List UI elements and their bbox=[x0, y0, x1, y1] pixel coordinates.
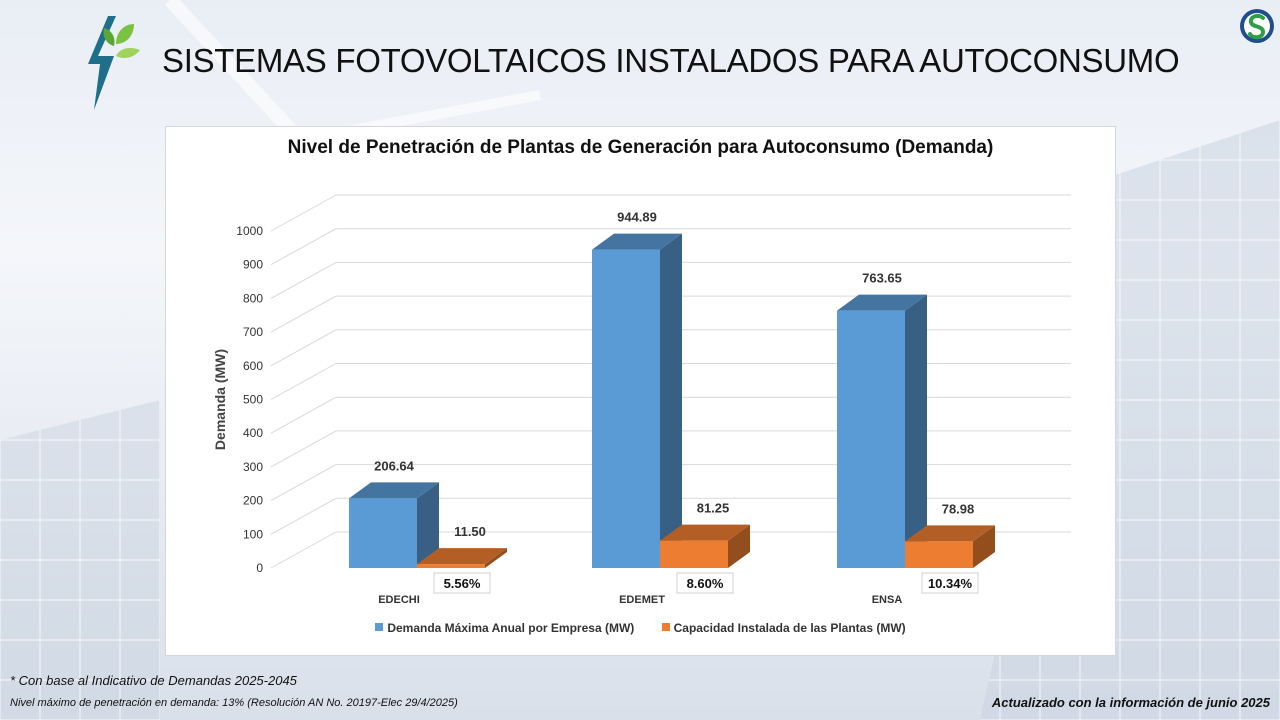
percentage-box bbox=[921, 572, 979, 594]
bar-edechi-capacidad-side bbox=[485, 548, 507, 568]
bar-ensa-demanda-front bbox=[837, 310, 905, 568]
y-tick-label: 400 bbox=[243, 426, 263, 440]
side-grid-line bbox=[270, 430, 337, 468]
side-grid-line bbox=[270, 396, 337, 434]
legend-label-capacidad: Capacidad Instalada de las Plantas (MW) bbox=[673, 621, 906, 635]
percentage-annotation: 5.56% bbox=[444, 576, 481, 591]
data-label: 81.25 bbox=[697, 501, 730, 516]
percentage-box bbox=[676, 572, 734, 594]
data-label: 11.50 bbox=[454, 524, 486, 539]
chart-container: Nivel de Penetración de Plantas de Gener… bbox=[165, 126, 1116, 656]
side-grid-line bbox=[270, 194, 337, 232]
legend-label-demanda: Demanda Máxima Anual por Empresa (MW) bbox=[387, 621, 635, 635]
updated-note: Actualizado con la información de junio … bbox=[991, 695, 1270, 710]
y-tick-label: 100 bbox=[243, 527, 263, 541]
bar-edemet-demanda bbox=[592, 233, 682, 568]
y-tick-label: 800 bbox=[243, 291, 263, 305]
bar-edechi-demanda bbox=[349, 482, 439, 568]
legend-swatch-capacidad bbox=[661, 623, 670, 631]
slide-title: SISTEMAS FOTOVOLTAICOS INSTALADOS PARA A… bbox=[162, 42, 1180, 79]
footnote-penetration: Nivel máximo de penetración en demanda: … bbox=[10, 697, 458, 709]
y-tick-label: 600 bbox=[243, 359, 263, 373]
bar-edemet-demanda-side bbox=[660, 233, 682, 568]
side-grid-line bbox=[270, 497, 337, 535]
y-tick-label: 900 bbox=[243, 258, 263, 272]
percentage-annotation: 10.34% bbox=[928, 576, 973, 591]
x-tick-label: EDECHI bbox=[378, 594, 420, 606]
data-label: 763.65 bbox=[862, 271, 902, 286]
bar-edemet-capacidad-top bbox=[660, 524, 750, 541]
bar-ensa-capacidad-top bbox=[905, 525, 995, 542]
y-tick-label: 500 bbox=[243, 393, 263, 407]
side-grid-line bbox=[270, 363, 337, 400]
data-label: 206.64 bbox=[374, 458, 415, 473]
chart-title: Nivel de Penetración de Plantas de Gener… bbox=[287, 137, 994, 158]
side-grid-line bbox=[270, 228, 337, 266]
bar-ensa-demanda-side bbox=[905, 294, 927, 568]
bar-edechi-capacidad bbox=[417, 548, 507, 568]
footnote-source: * Con base al Indicativo de Demandas 202… bbox=[10, 673, 297, 688]
legend-item-demanda: Demanda Máxima Anual por Empresa (MW) bbox=[375, 621, 634, 635]
bar-ensa-capacidad-front bbox=[905, 541, 973, 568]
slide-header: SISTEMAS FOTOVOLTAICOS INSTALADOS PARA A… bbox=[0, 0, 1280, 110]
bar-chart: 0 100 200 300 400 500 600 700 800 900 1000 Demanda … bbox=[212, 194, 1071, 606]
bar-edemet-demanda-front bbox=[592, 249, 660, 568]
bar-edechi-capacidad-top bbox=[417, 548, 507, 565]
y-tick-label: 700 bbox=[243, 325, 263, 339]
legend-item-capacidad: Capacidad Instalada de las Plantas (MW) bbox=[661, 621, 906, 635]
y-tick-label: 1000 bbox=[236, 224, 263, 238]
side-grid-line bbox=[270, 464, 337, 502]
bar-ensa-demanda-top bbox=[837, 294, 927, 311]
bar-edemet-demanda-top bbox=[592, 233, 682, 250]
bar-edemet-capacidad-front bbox=[660, 540, 728, 568]
institution-logo-icon bbox=[1240, 9, 1274, 43]
y-axis-title: Demanda (MW) bbox=[212, 349, 228, 450]
company-logo-icon bbox=[88, 16, 140, 110]
bar-edechi-capacidad-front bbox=[417, 564, 485, 568]
side-grid-line bbox=[270, 531, 337, 569]
bar-edechi-demanda-top bbox=[349, 482, 439, 499]
chart-legend: Demanda Máxima Anual por Empresa (MW) Ca… bbox=[166, 621, 1115, 635]
y-tick-label: 0 bbox=[256, 561, 263, 575]
x-tick-label: EDEMET bbox=[619, 594, 665, 606]
data-label: 78.98 bbox=[942, 501, 975, 516]
side-grid-line bbox=[270, 329, 337, 367]
side-grid-line bbox=[270, 261, 337, 299]
bar-edemet-capacidad-side bbox=[728, 524, 750, 568]
percentage-annotation: 8.60% bbox=[687, 576, 724, 591]
side-grid-line bbox=[270, 295, 337, 333]
bar-edechi-demanda-side bbox=[417, 482, 439, 568]
y-tick-label: 200 bbox=[243, 494, 263, 508]
data-label: 944.89 bbox=[617, 210, 657, 225]
bar-ensa-capacidad-side bbox=[973, 525, 995, 568]
x-tick-label: ENSA bbox=[872, 594, 903, 606]
y-tick-label: 300 bbox=[243, 460, 263, 474]
bar-ensa-demanda bbox=[837, 294, 927, 568]
bar-edechi-demanda-front bbox=[349, 498, 417, 568]
bar-ensa-capacidad bbox=[905, 525, 995, 568]
bar-edemet-capacidad bbox=[660, 524, 750, 568]
percentage-box bbox=[433, 572, 491, 594]
legend-swatch-demanda bbox=[375, 623, 384, 631]
